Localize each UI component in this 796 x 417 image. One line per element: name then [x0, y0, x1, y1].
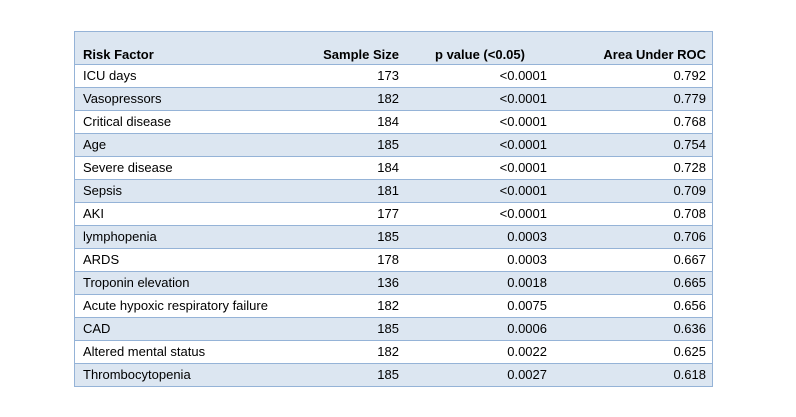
table-header-row: Risk Factor Sample Size p value (<0.05) …: [75, 32, 712, 65]
cell-area-under-roc: 0.656: [553, 294, 712, 318]
table-row: Altered mental status 182 0.0022 0.625: [75, 340, 712, 364]
cell-p-value: 0.0018: [405, 271, 553, 295]
cell-area-under-roc: 0.728: [553, 156, 712, 180]
cell-p-value: <0.0001: [405, 156, 553, 180]
cell-sample-size: 185: [307, 225, 405, 249]
cell-risk-factor: Thrombocytopenia: [75, 363, 307, 386]
cell-risk-factor: lymphopenia: [75, 225, 307, 249]
cell-area-under-roc: 0.709: [553, 179, 712, 203]
cell-sample-size: 185: [307, 133, 405, 157]
table-row: lymphopenia 185 0.0003 0.706: [75, 225, 712, 249]
table-row: Vasopressors 182 <0.0001 0.779: [75, 87, 712, 111]
cell-p-value: <0.0001: [405, 133, 553, 157]
cell-sample-size: 173: [307, 64, 405, 88]
cell-sample-size: 185: [307, 363, 405, 386]
cell-risk-factor: CAD: [75, 317, 307, 341]
cell-area-under-roc: 0.768: [553, 110, 712, 134]
cell-p-value: 0.0027: [405, 363, 553, 386]
cell-risk-factor: AKI: [75, 202, 307, 226]
header-risk-factor: Risk Factor: [75, 32, 307, 65]
cell-sample-size: 136: [307, 271, 405, 295]
cell-p-value: 0.0075: [405, 294, 553, 318]
cell-p-value: 0.0022: [405, 340, 553, 364]
cell-p-value: 0.0003: [405, 225, 553, 249]
table-row: Critical disease 184 <0.0001 0.768: [75, 110, 712, 134]
cell-p-value: <0.0001: [405, 87, 553, 111]
cell-sample-size: 177: [307, 202, 405, 226]
table-row: ARDS 178 0.0003 0.667: [75, 248, 712, 272]
header-sample-size: Sample Size: [307, 32, 405, 65]
table-row: Sepsis 181 <0.0001 0.709: [75, 179, 712, 203]
table-row: ICU days 173 <0.0001 0.792: [75, 64, 712, 88]
table-row: Troponin elevation 136 0.0018 0.665: [75, 271, 712, 295]
cell-area-under-roc: 0.779: [553, 87, 712, 111]
table-row: Severe disease 184 <0.0001 0.728: [75, 156, 712, 180]
cell-area-under-roc: 0.754: [553, 133, 712, 157]
cell-p-value: <0.0001: [405, 202, 553, 226]
table-body: ICU days 173 <0.0001 0.792 Vasopressors 182 <0…: [75, 64, 712, 386]
cell-sample-size: 185: [307, 317, 405, 341]
cell-p-value: <0.0001: [405, 110, 553, 134]
cell-sample-size: 182: [307, 87, 405, 111]
cell-area-under-roc: 0.706: [553, 225, 712, 249]
cell-area-under-roc: 0.665: [553, 271, 712, 295]
cell-area-under-roc: 0.636: [553, 317, 712, 341]
cell-risk-factor: Age: [75, 133, 307, 157]
cell-sample-size: 178: [307, 248, 405, 272]
cell-sample-size: 181: [307, 179, 405, 203]
cell-area-under-roc: 0.667: [553, 248, 712, 272]
table-row: Acute hypoxic respiratory failure 182 0.00…: [75, 294, 712, 318]
table-row: AKI 177 <0.0001 0.708: [75, 202, 712, 226]
cell-p-value: <0.0001: [405, 179, 553, 203]
cell-risk-factor: Severe disease: [75, 156, 307, 180]
cell-risk-factor: Acute hypoxic respiratory failure: [75, 294, 307, 318]
cell-area-under-roc: 0.625: [553, 340, 712, 364]
header-area-under-roc: Area Under ROC: [553, 32, 712, 65]
table-row: Thrombocytopenia 185 0.0027 0.618: [75, 363, 712, 386]
cell-sample-size: 184: [307, 156, 405, 180]
cell-risk-factor: Vasopressors: [75, 87, 307, 111]
risk-factor-table: Risk Factor Sample Size p value (<0.05) …: [75, 32, 712, 386]
cell-sample-size: 182: [307, 340, 405, 364]
cell-p-value: <0.0001: [405, 64, 553, 88]
risk-factor-table-container: Risk Factor Sample Size p value (<0.05) …: [74, 31, 713, 387]
cell-p-value: 0.0006: [405, 317, 553, 341]
cell-risk-factor: ICU days: [75, 64, 307, 88]
cell-risk-factor: ARDS: [75, 248, 307, 272]
cell-risk-factor: Critical disease: [75, 110, 307, 134]
cell-risk-factor: Troponin elevation: [75, 271, 307, 295]
cell-risk-factor: Altered mental status: [75, 340, 307, 364]
cell-sample-size: 184: [307, 110, 405, 134]
header-p-value: p value (<0.05): [405, 32, 553, 65]
table-row: Age 185 <0.0001 0.754: [75, 133, 712, 157]
cell-sample-size: 182: [307, 294, 405, 318]
cell-area-under-roc: 0.792: [553, 64, 712, 88]
cell-risk-factor: Sepsis: [75, 179, 307, 203]
cell-area-under-roc: 0.708: [553, 202, 712, 226]
cell-p-value: 0.0003: [405, 248, 553, 272]
cell-area-under-roc: 0.618: [553, 363, 712, 386]
table-row: CAD 185 0.0006 0.636: [75, 317, 712, 341]
